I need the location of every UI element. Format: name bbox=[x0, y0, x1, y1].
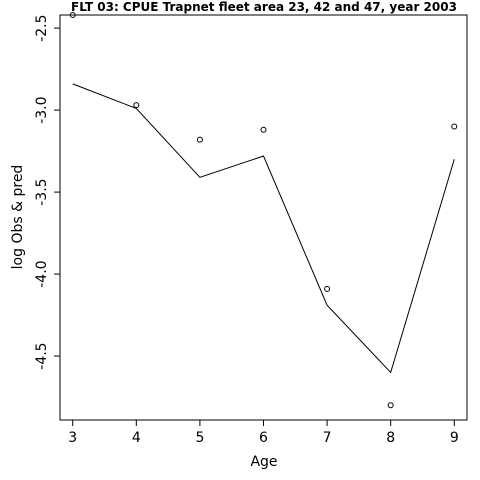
y-tick-label: -4.5 bbox=[34, 342, 50, 369]
observed-point bbox=[324, 285, 331, 292]
x-tick-label: 6 bbox=[259, 430, 268, 446]
y-axis-label: log Obs & pred bbox=[10, 165, 26, 270]
series-layer bbox=[69, 12, 458, 409]
y-tick-label: -4.0 bbox=[34, 260, 50, 287]
observed-point bbox=[260, 126, 267, 133]
plot-frame bbox=[59, 14, 468, 421]
y-axis: -2.5 -3.0 -3.5 -4.0 -4.5 bbox=[34, 14, 60, 370]
x-tick-label: 7 bbox=[323, 430, 332, 446]
x-tick-label: 9 bbox=[450, 430, 459, 446]
x-tick-label: 5 bbox=[195, 430, 204, 446]
x-tick-label: 8 bbox=[386, 430, 395, 446]
observed-point bbox=[196, 136, 203, 143]
x-axis: 3 4 5 6 7 8 9 bbox=[68, 420, 459, 446]
x-tick-label: 4 bbox=[132, 430, 141, 446]
observed-point bbox=[69, 12, 76, 18]
y-tick-label: -3.0 bbox=[34, 96, 50, 123]
y-tick-label: -2.5 bbox=[34, 14, 50, 41]
observed-point bbox=[133, 102, 140, 109]
observed-point bbox=[387, 402, 394, 409]
chart-title: FLT 03: CPUE Trapnet fleet area 23, 42 a… bbox=[71, 0, 457, 14]
observed-point bbox=[451, 123, 458, 130]
x-axis-label: Age bbox=[250, 454, 277, 470]
predicted-line bbox=[72, 83, 455, 374]
x-tick-label: 3 bbox=[68, 430, 77, 446]
y-tick-label: -3.5 bbox=[34, 178, 50, 205]
